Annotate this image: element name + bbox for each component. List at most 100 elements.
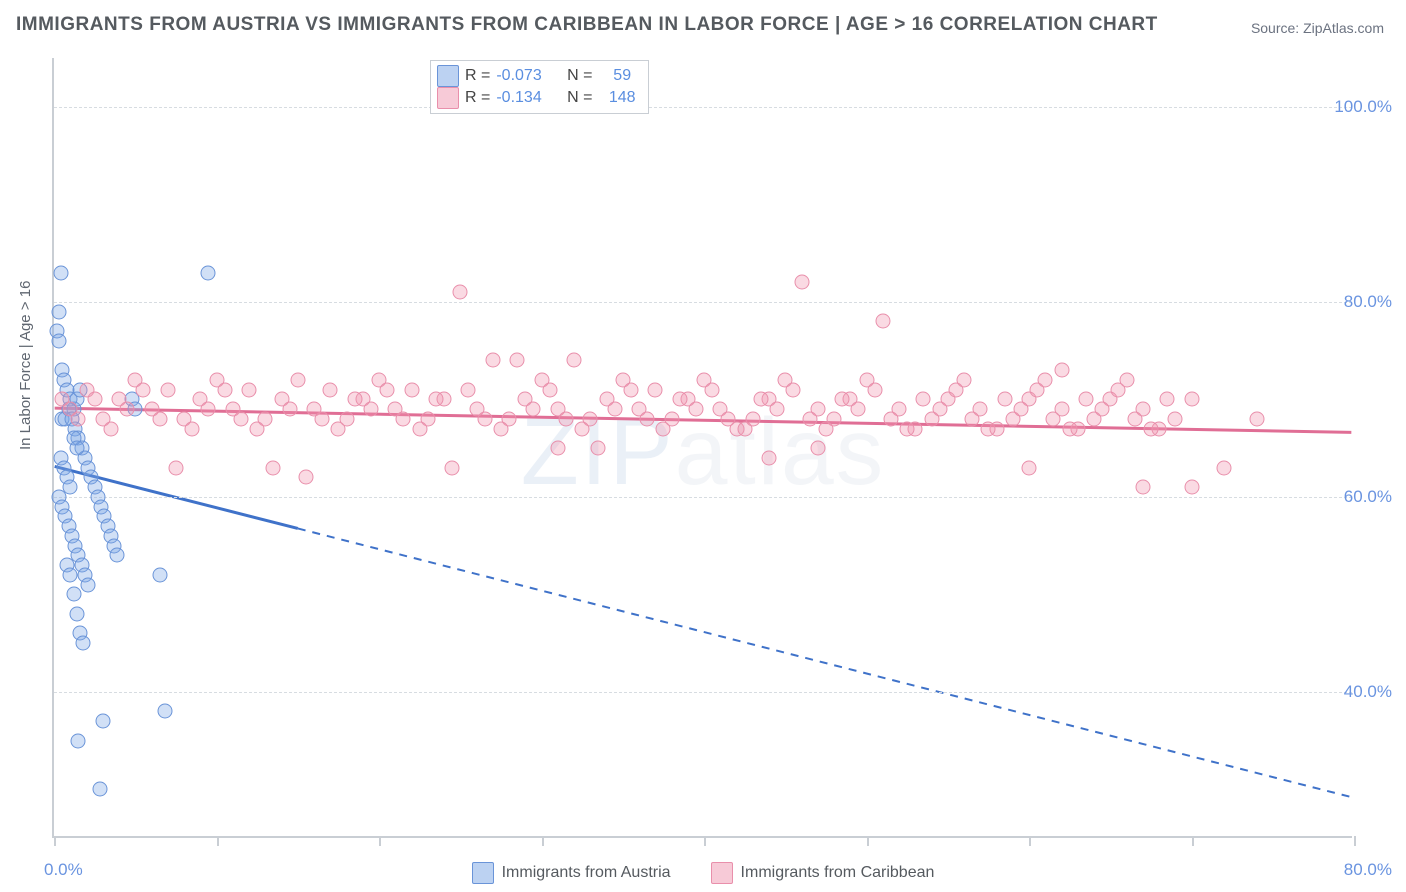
data-point [363,402,378,417]
data-point [120,402,135,417]
data-point [542,382,557,397]
data-point [315,411,330,426]
x-tick [542,836,544,846]
y-tick-label: 80.0% [1344,292,1392,312]
data-point [168,460,183,475]
y-tick-label: 100.0% [1334,97,1392,117]
data-point [445,460,460,475]
plot-area: ZIPatlas [52,58,1352,838]
data-point [1184,480,1199,495]
x-tick [217,836,219,846]
y-tick-label: 40.0% [1344,682,1392,702]
data-point [1030,382,1045,397]
data-point [201,265,216,280]
data-point [1013,402,1028,417]
data-point [201,402,216,417]
data-point [69,441,84,456]
x-tick [867,836,869,846]
data-point [290,372,305,387]
data-point [1184,392,1199,407]
correlation-legend: R = -0.073 N = 59 R = -0.134 N = 148 [430,60,649,114]
data-point [396,411,411,426]
legend-row-austria: R = -0.073 N = 59 [437,65,636,87]
data-point [160,382,175,397]
data-point [640,411,655,426]
gridline [54,107,1352,108]
x-tick-label: 80.0% [1344,860,1392,880]
x-tick [1029,836,1031,846]
x-tick [379,836,381,846]
data-point [428,392,443,407]
data-point [477,411,492,426]
data-point [1127,411,1142,426]
data-point [103,421,118,436]
source-attribution: Source: ZipAtlas.com [1251,20,1384,36]
data-point [672,392,687,407]
data-point [965,411,980,426]
data-point [786,382,801,397]
data-point [883,411,898,426]
data-point [932,402,947,417]
data-point [282,402,297,417]
data-point [997,392,1012,407]
data-point [550,441,565,456]
data-point [51,333,66,348]
data-point [875,314,890,329]
data-point [71,411,86,426]
data-point [233,411,248,426]
data-point [648,382,663,397]
x-tick [1192,836,1194,846]
data-point [810,441,825,456]
data-point [51,304,66,319]
data-point [81,577,96,592]
gridline [54,497,1352,498]
r-value: -0.073 [496,67,541,85]
n-label: N = [567,89,592,107]
data-point [453,285,468,300]
data-point [71,733,86,748]
data-point [575,421,590,436]
data-point [705,382,720,397]
data-point [770,402,785,417]
data-point [607,402,622,417]
data-point [981,421,996,436]
legend-row-caribbean: R = -0.134 N = 148 [437,87,636,109]
data-point [737,421,752,436]
data-point [404,382,419,397]
r-label: R = [465,89,490,107]
legend-label: Immigrants from Austria [502,864,671,882]
data-point [242,382,257,397]
data-point [1168,411,1183,426]
trendline-dashed [298,528,1352,797]
data-point [867,382,882,397]
data-point [136,382,151,397]
data-point [526,402,541,417]
series-legend: Immigrants from Austria Immigrants from … [0,862,1406,884]
data-point [66,587,81,602]
data-point [851,402,866,417]
data-point [250,421,265,436]
data-point [76,636,91,651]
data-point [1135,480,1150,495]
y-axis-label: In Labor Force | Age > 16 [17,281,34,450]
gridline [54,302,1352,303]
data-point [217,382,232,397]
data-point [802,411,817,426]
data-point [152,411,167,426]
data-point [412,421,427,436]
gridline [54,692,1352,693]
data-point [485,353,500,368]
data-point [1062,421,1077,436]
data-point [721,411,736,426]
data-point [688,402,703,417]
data-point [185,421,200,436]
data-point [331,421,346,436]
data-point [1022,460,1037,475]
data-point [298,470,313,485]
data-point [53,265,68,280]
data-point [916,392,931,407]
legend-item-austria: Immigrants from Austria [472,862,671,884]
data-point [266,460,281,475]
data-point [1249,411,1264,426]
legend-label: Immigrants from Caribbean [741,864,935,882]
